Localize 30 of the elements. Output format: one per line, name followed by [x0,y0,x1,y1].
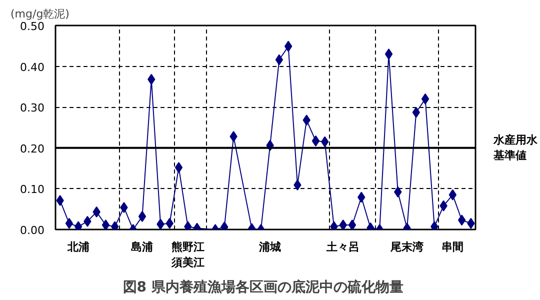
y-tick-label: 0.10 [20,183,45,196]
point [156,218,164,230]
point [339,220,347,230]
y-tick-label: 0.30 [20,102,45,115]
x-tick-label: 浦城 [258,240,282,254]
text: 図8 県内養殖漁場各区画の底泥中の硫化物量 [122,278,404,296]
point [348,220,356,230]
point [421,93,430,104]
point [138,210,146,222]
point [65,218,74,229]
x-tick-label: 尾末湾 [390,240,425,254]
point [448,189,457,200]
point [458,214,466,226]
ref-line-label: 水産用水基準値 [492,134,538,162]
x-tick-label: 島浦 [131,240,154,254]
x-tick-label: 北浦 [66,240,90,254]
x-tick-label: 串間 [442,240,464,254]
y-tick-label: 0.20 [20,142,45,156]
point [174,162,183,173]
point [275,54,284,66]
y-tick-label: 0.00 [20,224,45,237]
y-axis-title: (mg/g乾泥) [10,8,70,20]
point [102,220,110,230]
x-tick-label: 熊野江須美江 [170,240,204,270]
x-tick-label: 土々呂 [326,240,360,254]
y-tick-label: 0.40 [20,60,45,74]
point [284,40,292,52]
y-tick-label: 0.50 [20,20,45,33]
point [312,135,320,146]
point [384,48,393,60]
